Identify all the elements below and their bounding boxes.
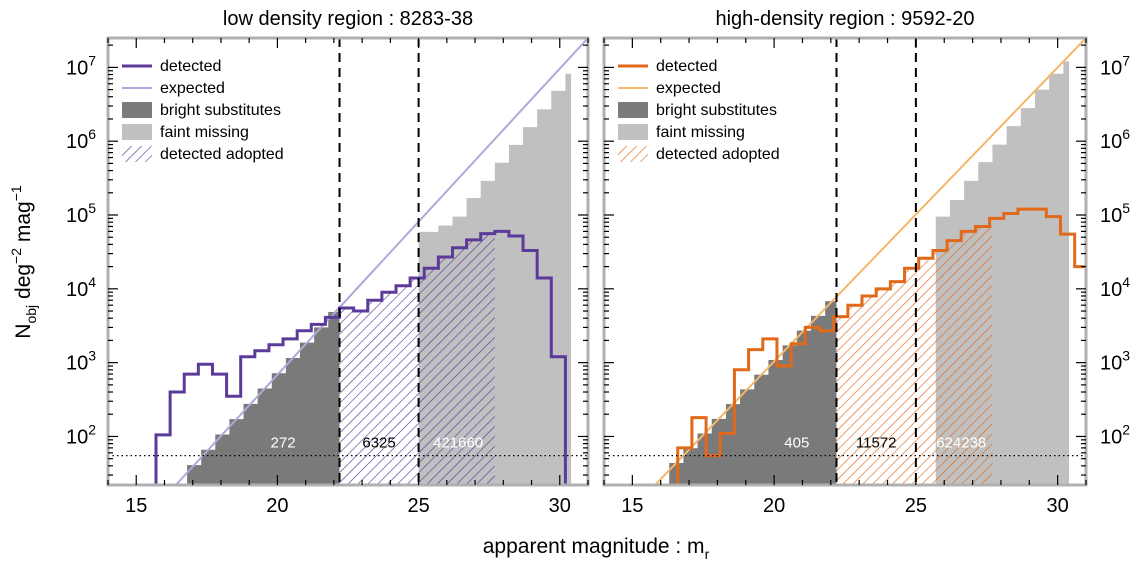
legend-label-detected: detected bbox=[656, 58, 717, 75]
legend-label-faint: faint missing bbox=[160, 124, 249, 141]
legend-swatch-faint bbox=[618, 124, 648, 140]
legend: detected expected bright substitutes faint … bbox=[122, 58, 284, 163]
y-tick-label: 103 bbox=[66, 348, 96, 375]
y-tick-label: 106 bbox=[1100, 126, 1130, 153]
legend-swatch-bright bbox=[122, 102, 152, 118]
panel-high-density: high-density region : 9592-20 405 11572 62… bbox=[602, 8, 1130, 517]
y-tick-label: 102 bbox=[1100, 421, 1130, 448]
y-tick-label: 102 bbox=[66, 421, 96, 448]
y-tick-label: 104 bbox=[1100, 274, 1130, 301]
legend-label-bright: bright substitutes bbox=[160, 102, 281, 119]
legend-swatch-bright bbox=[618, 102, 648, 118]
y-tick-label: 106 bbox=[66, 126, 96, 153]
panel-title: low density region : 8283-38 bbox=[223, 8, 473, 30]
legend-swatch-faint bbox=[122, 124, 152, 140]
y-tick-label: 107 bbox=[66, 52, 96, 79]
y-tick-label: 107 bbox=[1100, 52, 1130, 79]
count-annotation: 421660 bbox=[433, 435, 483, 452]
x-tick-label: 25 bbox=[905, 495, 927, 517]
detected-histogram bbox=[141, 229, 580, 485]
y-tick-label: 105 bbox=[66, 200, 96, 227]
plot-frame bbox=[106, 36, 590, 487]
legend-label-expected: expected bbox=[656, 80, 721, 97]
y-tick-label: 105 bbox=[1100, 200, 1130, 227]
count-annotation: 272 bbox=[271, 435, 296, 452]
count-annotation: 11572 bbox=[856, 435, 897, 452]
legend-label-adopted: detected adopted bbox=[160, 146, 284, 163]
legend-label-faint: faint missing bbox=[656, 124, 745, 141]
bright-substitutes-area bbox=[187, 312, 340, 485]
x-tick-label: 20 bbox=[763, 495, 785, 517]
count-annotation: 405 bbox=[784, 435, 809, 452]
legend-label-bright: bright substitutes bbox=[656, 102, 777, 119]
legend: detected expected bright substitutes faint … bbox=[618, 58, 780, 163]
detected-adopted-area bbox=[836, 218, 993, 485]
legend-label-adopted: detected adopted bbox=[656, 146, 780, 163]
x-tick-label: 15 bbox=[125, 495, 147, 517]
legend-swatch-adopted bbox=[618, 146, 648, 162]
detected-adopted-area bbox=[339, 233, 495, 485]
panel-low-density: low density region : 8283-38 272 6325 4216… bbox=[66, 8, 590, 517]
bright-substitutes-area bbox=[669, 301, 837, 485]
x-tick-label: 25 bbox=[407, 495, 429, 517]
y-axis-label: Nobj deg−2 mag−1 bbox=[8, 185, 39, 339]
detected-histogram bbox=[676, 207, 1086, 485]
panel-title: high-density region : 9592-20 bbox=[715, 8, 974, 30]
x-axis-label: apparent magnitude : mr bbox=[483, 535, 710, 562]
count-annotation: 6325 bbox=[362, 435, 395, 452]
expected-line bbox=[175, 38, 588, 485]
legend-swatch-adopted bbox=[122, 146, 152, 162]
y-tick-label: 103 bbox=[1100, 348, 1130, 375]
legend-label-expected: expected bbox=[160, 80, 225, 97]
y-tick-label: 104 bbox=[66, 274, 96, 301]
plot-frame bbox=[602, 36, 1088, 487]
expected-line bbox=[654, 38, 1086, 485]
x-tick-label: 15 bbox=[621, 495, 643, 517]
x-tick-label: 30 bbox=[1047, 495, 1069, 517]
x-tick-label: 20 bbox=[266, 495, 288, 517]
count-annotation: 624238 bbox=[936, 435, 986, 452]
x-tick-label: 30 bbox=[549, 495, 571, 517]
legend-label-detected: detected bbox=[160, 58, 221, 75]
